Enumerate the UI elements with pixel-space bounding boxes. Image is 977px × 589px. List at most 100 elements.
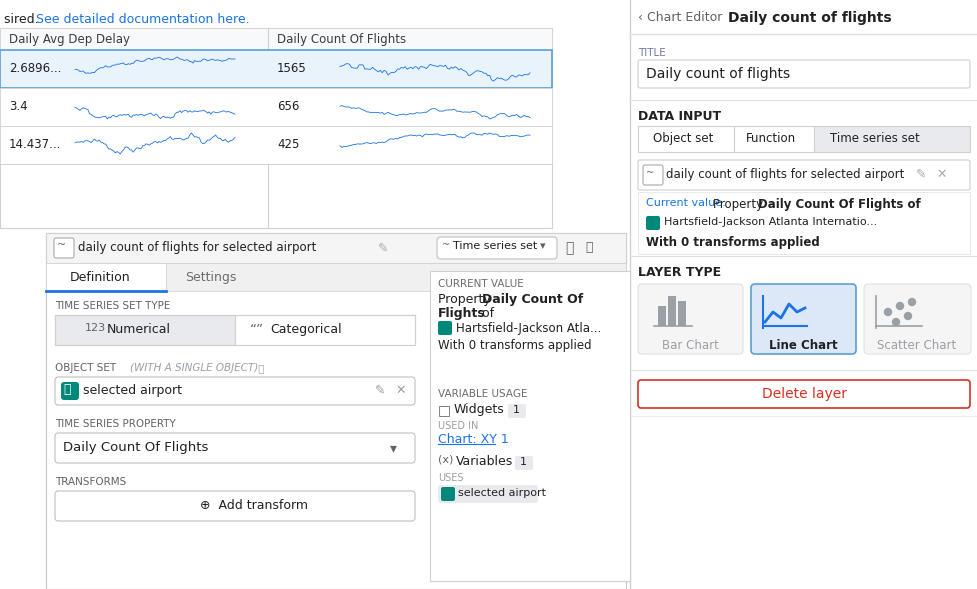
Text: Variables: Variables: [455, 455, 513, 468]
Text: ⓘ: ⓘ: [255, 363, 264, 373]
Text: ✕: ✕: [935, 168, 946, 181]
Text: VARIABLE USAGE: VARIABLE USAGE: [438, 389, 527, 399]
Text: 1: 1: [513, 405, 520, 415]
Text: DATA INPUT: DATA INPUT: [637, 110, 720, 123]
Text: Daily count of flights: Daily count of flights: [727, 11, 891, 25]
Circle shape: [892, 319, 899, 326]
Text: Bar Chart: Bar Chart: [660, 339, 718, 352]
Bar: [234, 315, 414, 345]
Bar: [0, 0, 629, 589]
Text: Daily count of flights: Daily count of flights: [646, 67, 789, 81]
Text: ✎: ✎: [374, 384, 385, 397]
Text: ✕: ✕: [395, 384, 405, 397]
Bar: [46, 233, 625, 263]
Text: ~: ~: [57, 240, 66, 250]
Text: daily count of flights for selected airport: daily count of flights for selected airp…: [78, 241, 316, 254]
Text: CURRENT VALUE: CURRENT VALUE: [438, 279, 524, 289]
Bar: [46, 263, 625, 291]
Bar: [46, 263, 166, 291]
Text: 14.437...: 14.437...: [9, 138, 62, 151]
Text: ▾: ▾: [390, 441, 397, 455]
Text: LAYER TYPE: LAYER TYPE: [637, 266, 720, 279]
Text: ✎: ✎: [378, 242, 388, 255]
Text: Current value:: Current value:: [646, 198, 725, 208]
Text: Property: Property: [712, 198, 766, 211]
Bar: [551, 28, 629, 589]
Text: Categorical: Categorical: [270, 323, 341, 336]
Text: (x): (x): [438, 455, 453, 465]
Circle shape: [904, 313, 911, 319]
Text: Daily Count Of Flights: Daily Count Of Flights: [276, 33, 405, 46]
Text: Hartsfield-Jackson Atlanta Internatio...: Hartsfield-Jackson Atlanta Internatio...: [663, 217, 876, 227]
FancyBboxPatch shape: [515, 456, 532, 470]
Text: daily count of flights for selected airport: daily count of flights for selected airp…: [665, 168, 904, 181]
Text: □: □: [438, 403, 450, 417]
Bar: [46, 233, 625, 589]
FancyBboxPatch shape: [54, 238, 74, 258]
Text: With 0 transforms applied: With 0 transforms applied: [646, 236, 819, 249]
Text: ⊕  Add transform: ⊕ Add transform: [199, 499, 308, 512]
Text: With 0 transforms applied: With 0 transforms applied: [438, 339, 591, 352]
Text: 656: 656: [276, 100, 299, 113]
Text: Flights: Flights: [438, 307, 486, 320]
Text: Property: Property: [438, 293, 494, 306]
Text: Hartsfield-Jackson Atla...: Hartsfield-Jackson Atla...: [455, 322, 601, 335]
Text: 1565: 1565: [276, 62, 307, 75]
Bar: [0, 126, 551, 164]
Text: ⧉: ⧉: [565, 241, 573, 255]
Bar: [667, 296, 675, 326]
FancyBboxPatch shape: [55, 491, 414, 521]
FancyBboxPatch shape: [507, 404, 526, 418]
Bar: [0, 28, 551, 228]
Bar: [55, 315, 234, 345]
Text: Chart: XY 1: Chart: XY 1: [438, 433, 508, 446]
Text: USES: USES: [438, 473, 463, 483]
Text: TRANSFORMS: TRANSFORMS: [55, 477, 126, 487]
FancyBboxPatch shape: [438, 321, 451, 335]
Text: 3.4: 3.4: [9, 100, 27, 113]
Text: Settings: Settings: [185, 271, 236, 284]
FancyBboxPatch shape: [750, 284, 855, 354]
FancyBboxPatch shape: [863, 284, 970, 354]
Text: ⌕: ⌕: [63, 383, 70, 396]
Text: 1: 1: [520, 457, 527, 467]
Bar: [734, 126, 813, 152]
Text: Scatter Chart: Scatter Chart: [876, 339, 956, 352]
Text: ‹ Chart Editor: ‹ Chart Editor: [637, 11, 722, 24]
FancyBboxPatch shape: [55, 377, 414, 405]
FancyBboxPatch shape: [642, 165, 662, 185]
Text: OBJECT SET: OBJECT SET: [55, 363, 116, 373]
Bar: [0, 50, 551, 88]
Text: sired.: sired.: [4, 13, 43, 26]
Bar: [677, 301, 685, 326]
Text: ▾: ▾: [539, 241, 545, 251]
Bar: [430, 271, 629, 581]
Bar: [637, 126, 734, 152]
FancyBboxPatch shape: [438, 485, 537, 503]
FancyBboxPatch shape: [55, 433, 414, 463]
Text: Time series set: Time series set: [829, 132, 918, 145]
FancyBboxPatch shape: [61, 382, 79, 400]
Text: Widgets: Widgets: [453, 403, 504, 416]
Circle shape: [908, 299, 914, 306]
Text: Daily Count Of Flights of: Daily Count Of Flights of: [757, 198, 919, 211]
Bar: [813, 126, 969, 152]
Text: (WITH A SINGLE OBJECT): (WITH A SINGLE OBJECT): [130, 363, 258, 373]
Text: Time series set: Time series set: [452, 241, 536, 251]
Bar: [0, 88, 551, 126]
Text: Daily Count Of Flights: Daily Count Of Flights: [63, 441, 208, 454]
Bar: [55, 315, 414, 345]
Text: Daily Count Of: Daily Count Of: [482, 293, 582, 306]
Text: Function: Function: [745, 132, 795, 145]
Text: 2.6896...: 2.6896...: [9, 62, 62, 75]
FancyBboxPatch shape: [441, 487, 454, 501]
FancyBboxPatch shape: [637, 60, 969, 88]
Text: of: of: [478, 307, 493, 320]
Text: Delete layer: Delete layer: [761, 387, 846, 401]
Circle shape: [883, 309, 891, 316]
Bar: [0, 28, 551, 50]
Text: ~: ~: [646, 168, 654, 178]
Text: ~: ~: [442, 240, 449, 250]
Text: TIME SERIES PROPERTY: TIME SERIES PROPERTY: [55, 419, 176, 429]
Text: TITLE: TITLE: [637, 48, 665, 58]
